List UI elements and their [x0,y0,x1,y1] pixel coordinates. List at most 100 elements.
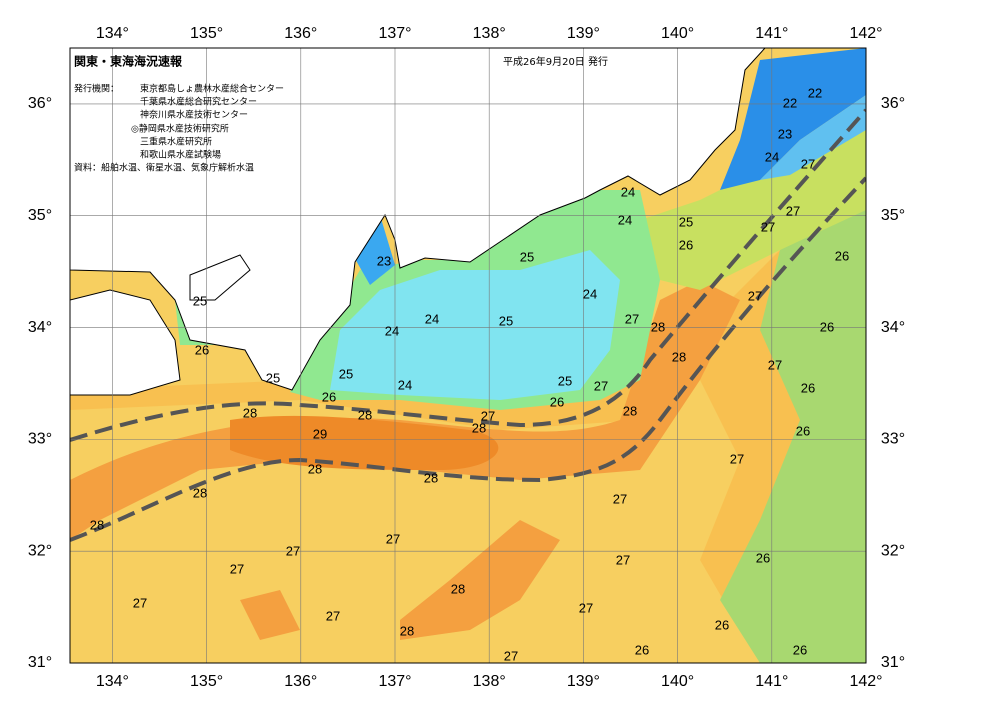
contour-label: 27 [230,561,244,576]
y-tick-label: 33° [881,431,905,448]
contour-label: 26 [715,617,729,632]
contour-label: 22 [783,95,797,110]
contour-label: 27 [801,156,815,171]
issuer: 三重県水産研究所 [140,136,212,148]
y-tick-label: 32° [28,542,52,559]
contour-label: 28 [90,517,104,532]
contour-label: 29 [313,426,327,441]
contour-label: 25 [679,214,693,229]
contour-label: 26 [793,642,807,657]
y-tick-label: 34° [881,319,905,336]
x-tick-label: 141° [755,25,788,42]
contour-label: 27 [504,648,518,663]
x-tick-label: 139° [567,673,600,690]
contour-label: 25 [558,373,572,388]
contour-label: 27 [768,357,782,372]
contour-label: 28 [358,407,372,422]
issuer: 神奈川県水産技術センター [140,109,248,121]
contour-label: 27 [579,600,593,615]
contour-label: 24 [765,149,779,164]
contour-label: 28 [672,349,686,364]
x-tick-label: 139° [567,25,600,42]
y-tick-label: 33° [28,431,52,448]
contour-label: 27 [326,608,340,623]
y-tick-label: 35° [881,207,905,224]
contour-label: 27 [133,595,147,610]
contour-label: 26 [322,389,336,404]
x-tick-label: 136° [284,673,317,690]
x-tick-label: 134° [96,673,129,690]
source: 資料：船舶水温、衛星水温、気象庁解析水温 [74,162,254,174]
contour-label: 27 [386,531,400,546]
contour-label: 25 [193,293,207,308]
contour-label: 27 [594,378,608,393]
contour-label: 26 [835,248,849,263]
y-tick-label: 36° [28,95,52,112]
contour-label: 25 [339,366,353,381]
contour-label: 24 [621,184,635,199]
contour-label: 23 [778,126,792,141]
contour-label: 27 [761,219,775,234]
contour-label: 26 [801,380,815,395]
contour-label: 26 [756,550,770,565]
contour-label: 27 [786,203,800,218]
x-tick-label: 142° [849,25,882,42]
date: 平成26年9月20日 発行 [503,55,608,68]
contour-label: 25 [499,313,513,328]
contour-label: 27 [481,408,495,423]
y-tick-label: 32° [881,542,905,559]
contour-label: 22 [808,85,822,100]
contour-label: 27 [625,311,639,326]
issuer: 東京都島しょ農林水産総合センター [140,83,284,95]
x-tick-label: 140° [661,25,694,42]
contour-label: 25 [266,370,280,385]
contour-label: 28 [472,420,486,435]
sst-field [70,48,866,663]
contour-label: 28 [451,581,465,596]
issuer-heading: 発行機関： [74,83,119,95]
contour-label: 27 [616,552,630,567]
contour-label: 23 [377,253,391,268]
x-tick-label: 142° [849,673,882,690]
issuer: 和歌山県水産試験場 [140,149,221,161]
contour-label: 24 [425,311,439,326]
x-tick-label: 137° [378,673,411,690]
contour-label: 28 [623,403,637,418]
y-tick-label: 31° [28,654,52,671]
contour-label: 26 [796,423,810,438]
x-tick-label: 138° [473,673,506,690]
contour-label: 25 [520,249,534,264]
contour-label: 24 [618,212,632,227]
contour-label: 24 [385,323,399,338]
x-tick-label: 137° [378,25,411,42]
y-tick-label: 35° [28,207,52,224]
x-tick-label: 136° [284,25,317,42]
contour-label: 28 [424,470,438,485]
issuer: ◎静岡県水産技術研究所 [131,123,229,135]
y-tick-label: 31° [881,654,905,671]
contour-label: 28 [243,405,257,420]
contour-label: 27 [286,543,300,558]
contour-label: 27 [748,288,762,303]
x-tick-label: 135° [190,673,223,690]
contour-label: 28 [308,461,322,476]
map-frame [69,47,867,664]
x-tick-label: 135° [190,25,223,42]
contour-label: 28 [400,623,414,638]
contour-label: 26 [195,342,209,357]
title: 関東・東海海況速報 [74,54,183,69]
contour-label: 27 [730,451,744,466]
contour-label: 26 [679,237,693,252]
contour-label: 24 [398,377,412,392]
contour-label: 26 [550,394,564,409]
contour-label: 26 [820,319,834,334]
y-tick-label: 36° [881,95,905,112]
y-tick-label: 34° [28,319,52,336]
x-tick-label: 140° [661,673,694,690]
contour-label: 28 [193,485,207,500]
x-tick-label: 138° [473,25,506,42]
contour-label: 27 [613,491,627,506]
contour-label: 26 [635,642,649,657]
